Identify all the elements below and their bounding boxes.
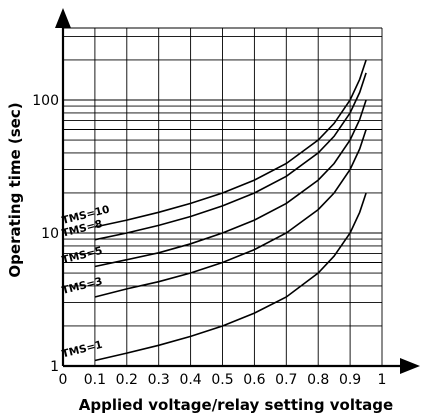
y-tick-label: 100 bbox=[32, 93, 59, 109]
x-tick-label: 0.6 bbox=[243, 372, 265, 388]
axes bbox=[55, 8, 420, 374]
series-label: TMS=1 bbox=[61, 339, 104, 361]
x-tick-label: 0.1 bbox=[84, 372, 106, 388]
x-tick-label: 0.9 bbox=[339, 372, 361, 388]
series-line bbox=[94, 99, 367, 268]
x-tick-label: 0.2 bbox=[116, 372, 138, 388]
x-tick-label: 0.5 bbox=[211, 372, 233, 388]
x-axis-label: Applied voltage/relay setting voltage bbox=[79, 396, 393, 414]
series-line bbox=[94, 59, 367, 228]
x-tick-label: 1 bbox=[378, 372, 387, 388]
x-tick-label: 0.8 bbox=[307, 372, 329, 388]
grid bbox=[63, 27, 383, 366]
x-tick-label: 0.3 bbox=[148, 372, 170, 388]
y-tick-label: 1 bbox=[50, 359, 59, 375]
series-label: TMS=3 bbox=[61, 275, 104, 297]
series-label: TMS=5 bbox=[61, 245, 104, 267]
x-tick-label: 0.4 bbox=[179, 372, 201, 388]
y-axis-label: Operating time (sec) bbox=[6, 102, 24, 277]
x-axis-arrow bbox=[400, 358, 420, 374]
y-axis-arrow bbox=[55, 8, 71, 28]
series-lines bbox=[94, 59, 367, 362]
tick-labels: 0 0.1 0.2 0.3 0.4 0.5 0.6 0.7 0.8 0.9 1 1 10 100 bbox=[32, 93, 386, 388]
x-tick-label: 0.7 bbox=[275, 372, 297, 388]
series-line bbox=[94, 129, 367, 298]
series-line bbox=[94, 72, 367, 241]
series-line bbox=[94, 192, 367, 362]
x-tick-label: 0 bbox=[59, 372, 68, 388]
y-tick-label: 10 bbox=[41, 226, 59, 242]
